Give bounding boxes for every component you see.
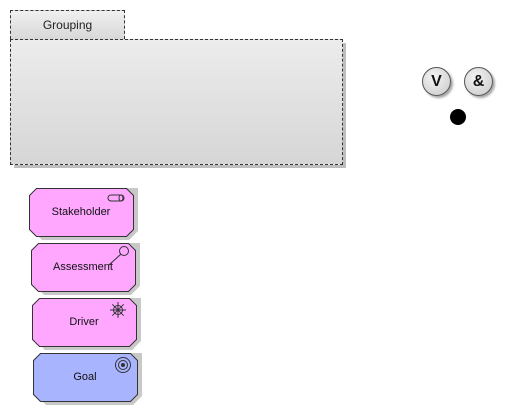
junction-dot[interactable]: [450, 109, 466, 125]
stakeholder-element[interactable]: Stakeholder: [29, 188, 139, 240]
goal-element[interactable]: Goal: [33, 353, 143, 405]
assessment-label: Assessment: [53, 261, 113, 273]
driver-label: Driver: [69, 316, 99, 328]
grouping-label: Grouping: [42, 18, 93, 32]
assessment-shape: [31, 243, 140, 295]
target-icon: [115, 357, 131, 373]
grouping-tab[interactable]: Grouping: [10, 10, 125, 39]
assessment-element[interactable]: Assessment: [31, 243, 141, 295]
stakeholder-cylinder-icon: [107, 194, 125, 202]
goal-label: Goal: [73, 371, 97, 383]
magnifier-icon: [108, 246, 129, 266]
driver-element[interactable]: Driver: [32, 298, 142, 350]
or-junction[interactable]: V: [422, 67, 451, 96]
grouping-element[interactable]: [10, 39, 343, 165]
stakeholder-label: Stakeholder: [51, 206, 111, 218]
grouping-shadow: [14, 165, 346, 168]
grouping-shadow: [343, 43, 346, 168]
ship-wheel-icon: [110, 302, 126, 318]
and-junction[interactable]: &: [464, 67, 493, 96]
or-junction-label: V: [431, 73, 442, 90]
and-junction-label: &: [472, 73, 485, 90]
